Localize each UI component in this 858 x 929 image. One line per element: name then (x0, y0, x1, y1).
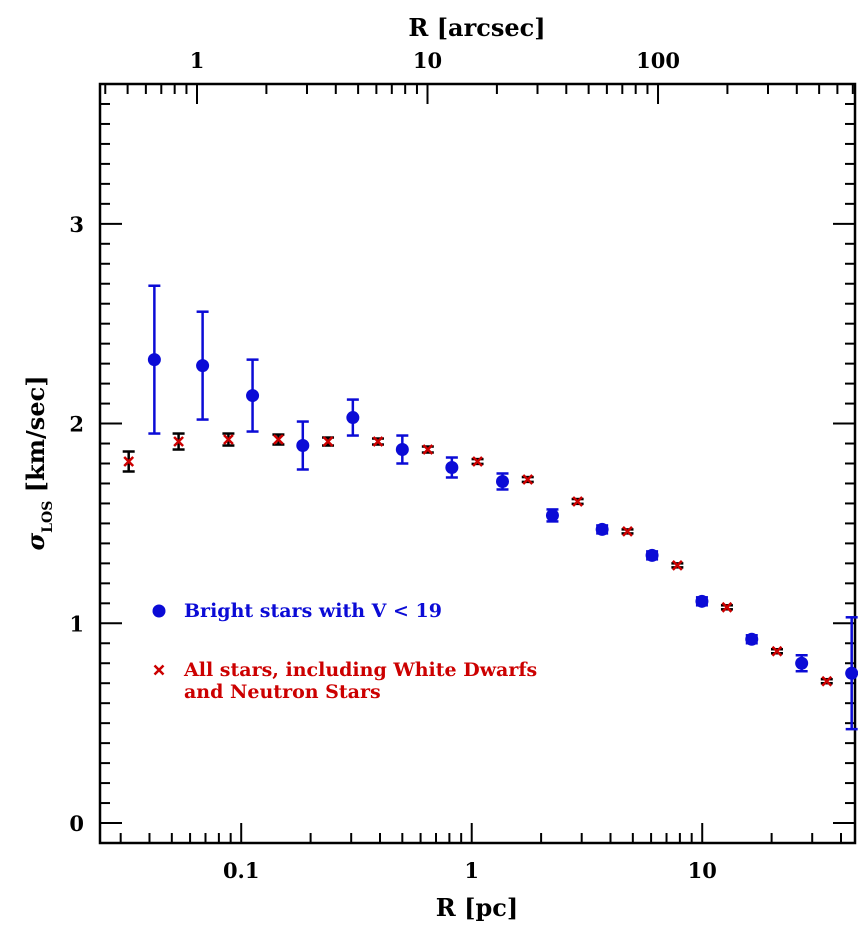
top-tick-label: 1 (190, 48, 205, 73)
legend: Bright stars with V < 19 All stars, inclu… (152, 600, 537, 703)
y-tick-label: 1 (69, 611, 84, 636)
data-point (246, 389, 260, 403)
y-axis-label: σLOS [km/sec] (21, 375, 56, 550)
data-point (496, 474, 510, 488)
legend-label: Bright stars with V < 19 (184, 600, 442, 622)
data-point (572, 496, 583, 507)
tick-labels: 0.1 1 10 1 10 100 0 1 2 3 (69, 48, 716, 883)
legend-marker (153, 664, 165, 676)
data-point (821, 675, 833, 687)
data-point (671, 559, 683, 571)
data-point (173, 436, 184, 447)
data-point (273, 434, 284, 445)
y-axis-units: [km/sec] (21, 375, 50, 500)
data-point (372, 436, 384, 447)
top-tick-label: 10 (413, 48, 442, 73)
data-point (745, 632, 759, 646)
data-point (545, 508, 559, 522)
y-tick-label: 2 (69, 412, 84, 437)
data-point (445, 460, 459, 474)
data-point (472, 456, 483, 467)
axis-ticks (100, 84, 855, 844)
x-tick-label: 10 (688, 858, 717, 883)
y-axis-subscript: LOS (40, 501, 56, 533)
top-axis-label: R [arcsec] (408, 13, 545, 42)
x-tick-label: 1 (464, 858, 479, 883)
x-axis-label: R [pc] (436, 893, 518, 922)
data-point (123, 456, 135, 467)
data-point (622, 526, 633, 537)
data-point (721, 601, 733, 613)
data-point (595, 522, 609, 536)
data-point (147, 353, 161, 367)
data-point (795, 656, 809, 670)
plot-frame (98, 82, 857, 845)
legend-label: and Neutron Stars (184, 681, 381, 703)
y-tick-label: 3 (69, 212, 84, 237)
data-point (196, 359, 210, 373)
data-point (395, 443, 409, 457)
legend-marker (152, 604, 166, 618)
data-point (845, 666, 858, 680)
data-point (771, 645, 783, 657)
data-point (695, 594, 709, 608)
legend-label: All stars, including White Dwarfs (183, 659, 537, 681)
data-point (645, 548, 659, 562)
data-point (322, 436, 334, 447)
data-point (346, 411, 360, 425)
data-point (522, 474, 534, 485)
y-axis-symbol: σ (21, 533, 50, 551)
data-point (223, 434, 234, 445)
data-point (422, 444, 434, 455)
data-point (296, 439, 310, 453)
x-tick-label: 0.1 (223, 858, 260, 883)
series-all-stars (122, 432, 833, 687)
top-tick-label: 100 (636, 48, 680, 73)
series-layer (122, 284, 858, 731)
series-bright-stars (147, 284, 858, 731)
y-tick-label: 0 (69, 811, 84, 836)
